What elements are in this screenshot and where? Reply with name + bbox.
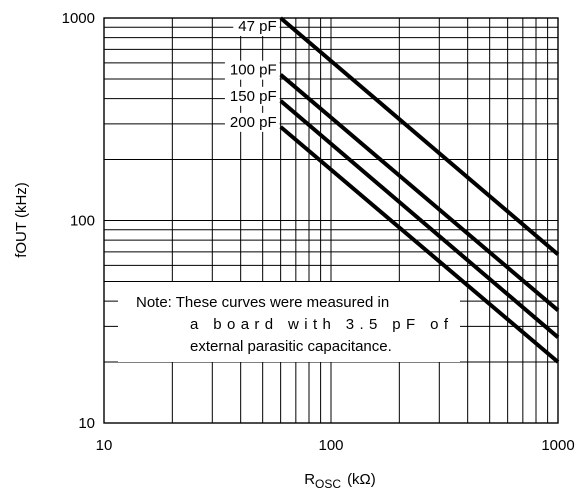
series-label-background xyxy=(224,60,280,80)
note-line: external parasitic capacitance. xyxy=(190,338,392,355)
grid-lines xyxy=(104,18,558,423)
series-line xyxy=(279,125,560,364)
y-axis-ticks: 10 100 1000 xyxy=(62,10,95,432)
x-tick-label: 1000 xyxy=(541,437,574,454)
note-line: Note: These curves were measured in xyxy=(136,294,389,311)
y-tick-label: 10 xyxy=(78,415,95,432)
x-axis-title: ROSC (kΩ) xyxy=(304,471,376,491)
plot-frame xyxy=(103,17,559,424)
series-line xyxy=(279,99,560,339)
x-tick-label: 100 xyxy=(318,437,343,454)
series-label-background xyxy=(224,112,280,132)
series-label: 200 pF xyxy=(230,114,277,131)
note-box: Note: These curves were measured ina boa… xyxy=(118,282,460,362)
y-axis-title: fOUT (kHz) xyxy=(13,182,30,258)
y-tick-label: 100 xyxy=(70,213,95,230)
series-label: 150 pF xyxy=(230,88,277,105)
series-label-background xyxy=(224,86,280,106)
x-axis-title-subscript: OSC xyxy=(315,477,341,491)
curves xyxy=(279,16,560,364)
curve-labels: 47 pF 100 pF 150 pF 200 pF xyxy=(224,17,280,132)
series-label: 100 pF xyxy=(230,62,277,79)
series-line xyxy=(279,73,560,312)
x-tick-label: 10 xyxy=(96,437,113,454)
x-axis-title-base: R xyxy=(304,471,315,488)
y-tick-label: 1000 xyxy=(62,10,95,27)
series-line xyxy=(279,16,560,256)
note-background xyxy=(118,282,460,362)
x-axis-title-unit: (kΩ) xyxy=(347,471,376,488)
x-axis-ticks: 10 100 1000 xyxy=(96,437,575,454)
series-label: 47 pF xyxy=(238,18,276,35)
series-label-background xyxy=(233,17,280,36)
